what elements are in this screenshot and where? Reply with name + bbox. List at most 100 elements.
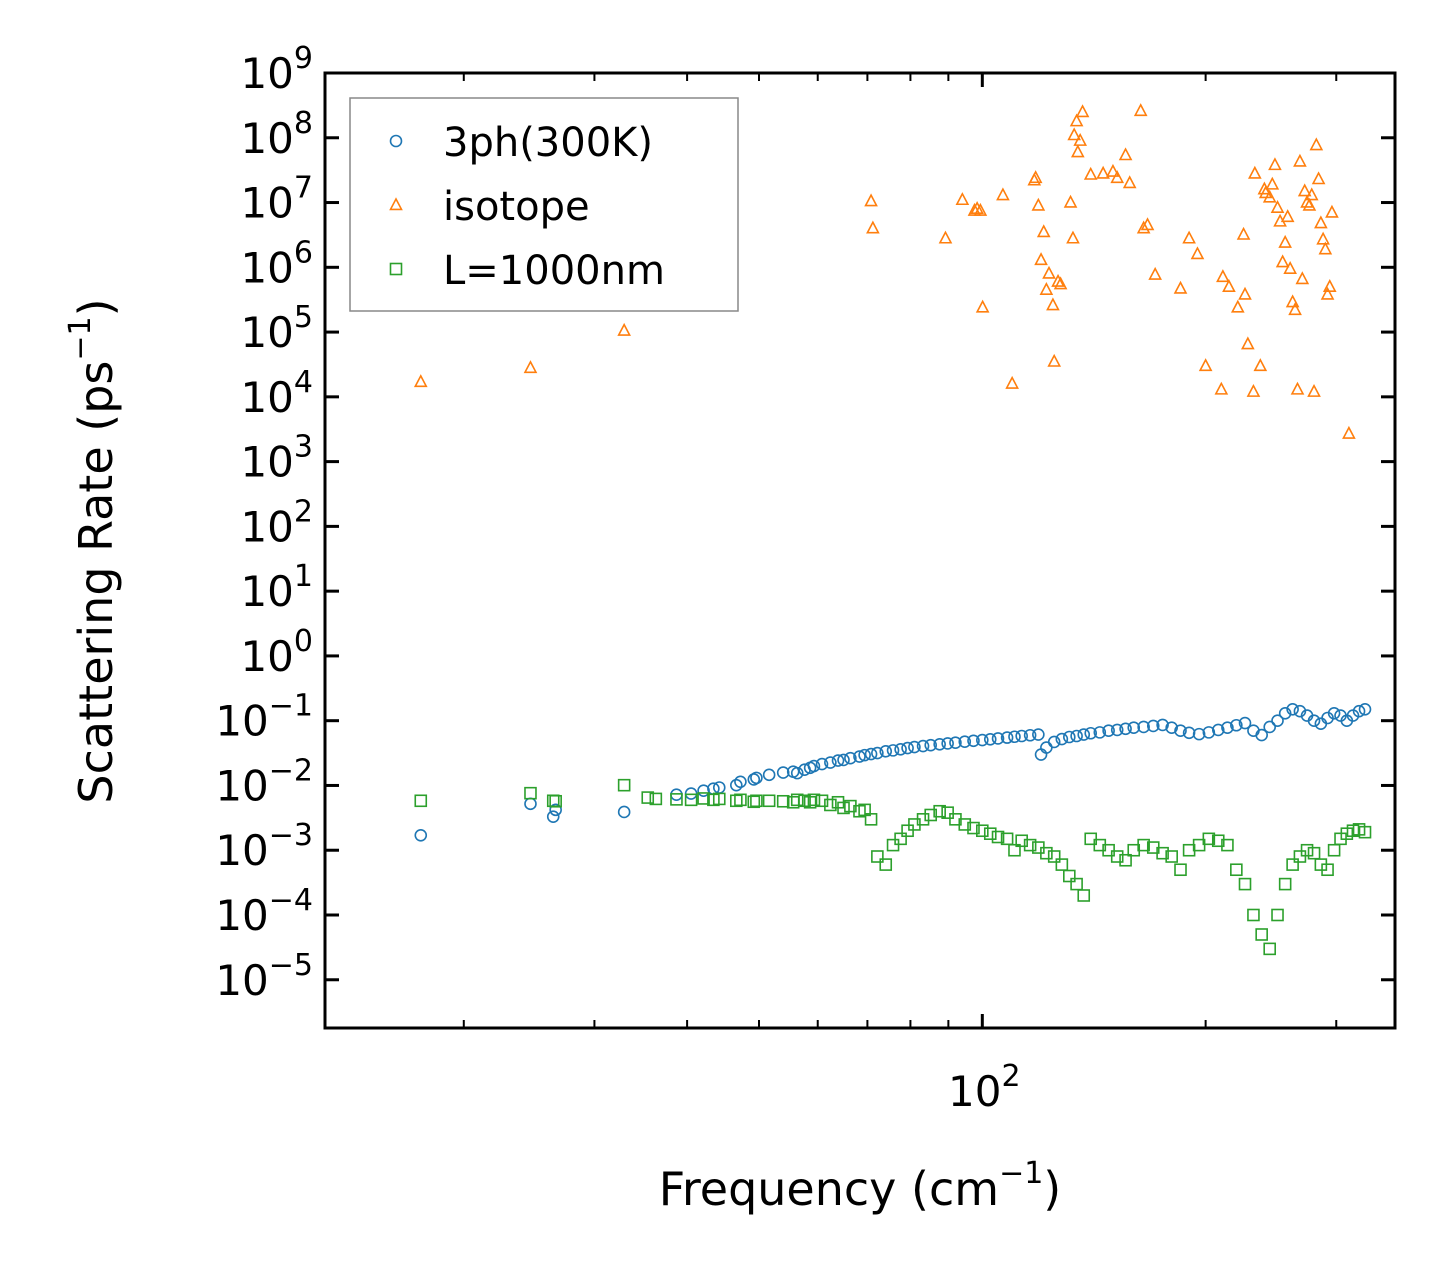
data-point (762, 768, 776, 782)
data-point (1278, 877, 1292, 891)
data-point (414, 794, 428, 808)
data-point (546, 810, 560, 823)
data-point (824, 798, 837, 812)
data-point (1271, 714, 1284, 727)
data-point (1067, 127, 1082, 141)
data-point (996, 187, 1010, 201)
data-point (933, 737, 946, 751)
y-axis-title: Scattering Rate (ps−1) (63, 298, 123, 803)
series-2 (413, 103, 1356, 439)
data-point (1008, 730, 1021, 744)
data-point (1039, 282, 1054, 295)
data-point (1297, 183, 1312, 197)
data-point (1311, 171, 1326, 185)
data-point (1280, 209, 1295, 223)
data-point (1309, 137, 1324, 151)
data-point (1221, 721, 1234, 734)
data-point (1247, 908, 1260, 922)
data-point (524, 786, 537, 800)
legend-entry: isotope (389, 184, 590, 230)
data-point (807, 759, 821, 773)
y-tick-label: 107 (240, 171, 313, 228)
data-point (1110, 850, 1124, 863)
y-tick-label: 105 (240, 300, 313, 357)
data-point (858, 748, 871, 762)
data-point (967, 734, 980, 748)
data-point (844, 751, 857, 765)
data-point (1230, 863, 1243, 877)
data-point (924, 808, 938, 822)
data-point (837, 753, 850, 767)
data-point (970, 201, 984, 215)
data-point (1283, 260, 1297, 274)
series-1 (414, 702, 1372, 842)
data-point (1140, 217, 1155, 231)
data-point (1070, 729, 1083, 743)
data-point (864, 747, 878, 761)
data-point (991, 732, 1005, 745)
data-point (1106, 163, 1120, 177)
data-point (1023, 838, 1037, 852)
y-tick-label: 106 (240, 235, 313, 292)
data-point (1321, 863, 1334, 877)
data-point (1000, 731, 1014, 744)
data-point (1325, 204, 1339, 218)
data-point (1271, 908, 1284, 922)
data-point (1265, 176, 1280, 190)
data-point (975, 299, 990, 313)
data-point (1102, 724, 1115, 738)
data-point (866, 220, 880, 234)
y-tick-label: 10−5 (215, 948, 313, 1005)
data-point (991, 830, 1005, 844)
data-point (949, 736, 962, 749)
data-point (1198, 358, 1213, 372)
y-tick-label: 109 (240, 41, 313, 98)
y-tick-label: 103 (240, 430, 313, 487)
data-point (1202, 726, 1216, 739)
data-point (523, 360, 538, 374)
data-point (1015, 834, 1028, 848)
legend-label: L=1000nm (443, 248, 665, 294)
legend-marker (389, 197, 403, 211)
data-point (1119, 722, 1132, 736)
data-point (649, 792, 663, 806)
data-point (1083, 166, 1098, 180)
data-point (1000, 832, 1014, 846)
data-point (1304, 187, 1319, 201)
data-point (1192, 727, 1206, 741)
legend-marker (389, 134, 403, 148)
data-point (1238, 286, 1252, 300)
data-point (1036, 224, 1051, 238)
x-axis-title: Frequency (cm−1) (659, 1156, 1062, 1216)
data-point (1110, 723, 1124, 737)
data-point (1253, 358, 1268, 372)
data-point (1290, 381, 1305, 395)
data-point (1358, 702, 1372, 716)
data-point (1069, 113, 1084, 127)
data-point (976, 733, 989, 747)
data-point (712, 792, 726, 806)
data-point (730, 794, 743, 808)
data-point (1015, 729, 1028, 743)
data-point (1055, 732, 1069, 746)
data-point (1122, 175, 1137, 189)
data-point (1032, 728, 1045, 741)
data-point (1295, 271, 1310, 285)
data-point (1042, 265, 1056, 279)
data-point (824, 756, 837, 769)
data-point (1008, 843, 1021, 857)
data-point (1182, 230, 1196, 244)
data-point (894, 743, 907, 756)
data-point (1286, 858, 1299, 871)
data-point (958, 735, 972, 748)
data-point (1137, 720, 1150, 734)
data-point (1174, 724, 1187, 738)
data-point (1110, 170, 1125, 184)
data-point (1156, 846, 1169, 860)
data-point (1241, 336, 1255, 350)
data-point (1268, 157, 1282, 171)
data-point (886, 744, 900, 757)
data-point (1248, 165, 1262, 179)
data-point (1070, 877, 1083, 891)
legend-marker (389, 262, 403, 276)
